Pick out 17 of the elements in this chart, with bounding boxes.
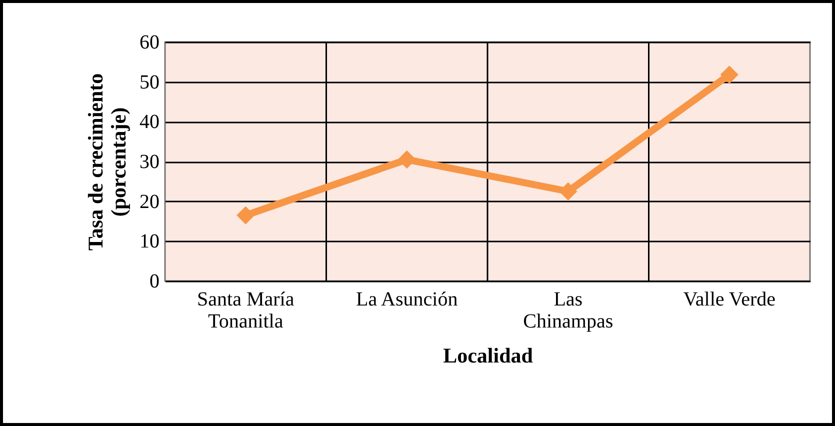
- point: [398, 150, 416, 169]
- point: [559, 182, 578, 200]
- y-tick-label: 30: [140, 151, 160, 173]
- y-tick-label: 40: [140, 111, 160, 134]
- y-tick-label: 50: [140, 71, 160, 94]
- x-tick-label: Valle Verde: [683, 288, 776, 310]
- y-tick-label: 60: [140, 32, 160, 54]
- y-tick-label: 10: [140, 230, 160, 253]
- x-tick-label: Las Chinampas: [523, 288, 614, 332]
- y-tick-label: 20: [140, 190, 160, 213]
- point: [236, 206, 255, 224]
- x-axis-title: Localidad: [443, 344, 534, 368]
- point: [720, 66, 738, 84]
- y-axis-title: Tasa de crecimiento (porcentaje): [84, 73, 130, 251]
- x-tick-label: La Asunción: [356, 288, 458, 310]
- x-tick-label: Santa María Tonanitla: [197, 288, 294, 332]
- y-tick-label: 0: [150, 270, 160, 292]
